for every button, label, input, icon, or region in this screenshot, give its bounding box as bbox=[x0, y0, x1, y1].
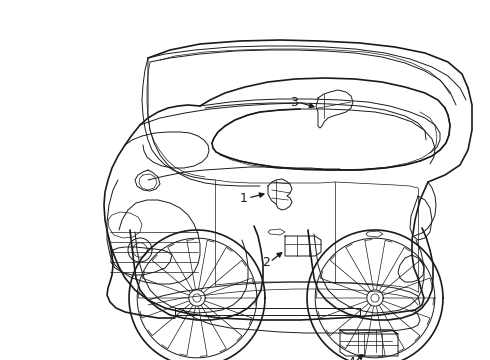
Text: 4: 4 bbox=[347, 356, 355, 360]
Text: 1: 1 bbox=[240, 192, 248, 204]
Text: 3: 3 bbox=[290, 95, 298, 108]
Text: 2: 2 bbox=[262, 256, 270, 269]
